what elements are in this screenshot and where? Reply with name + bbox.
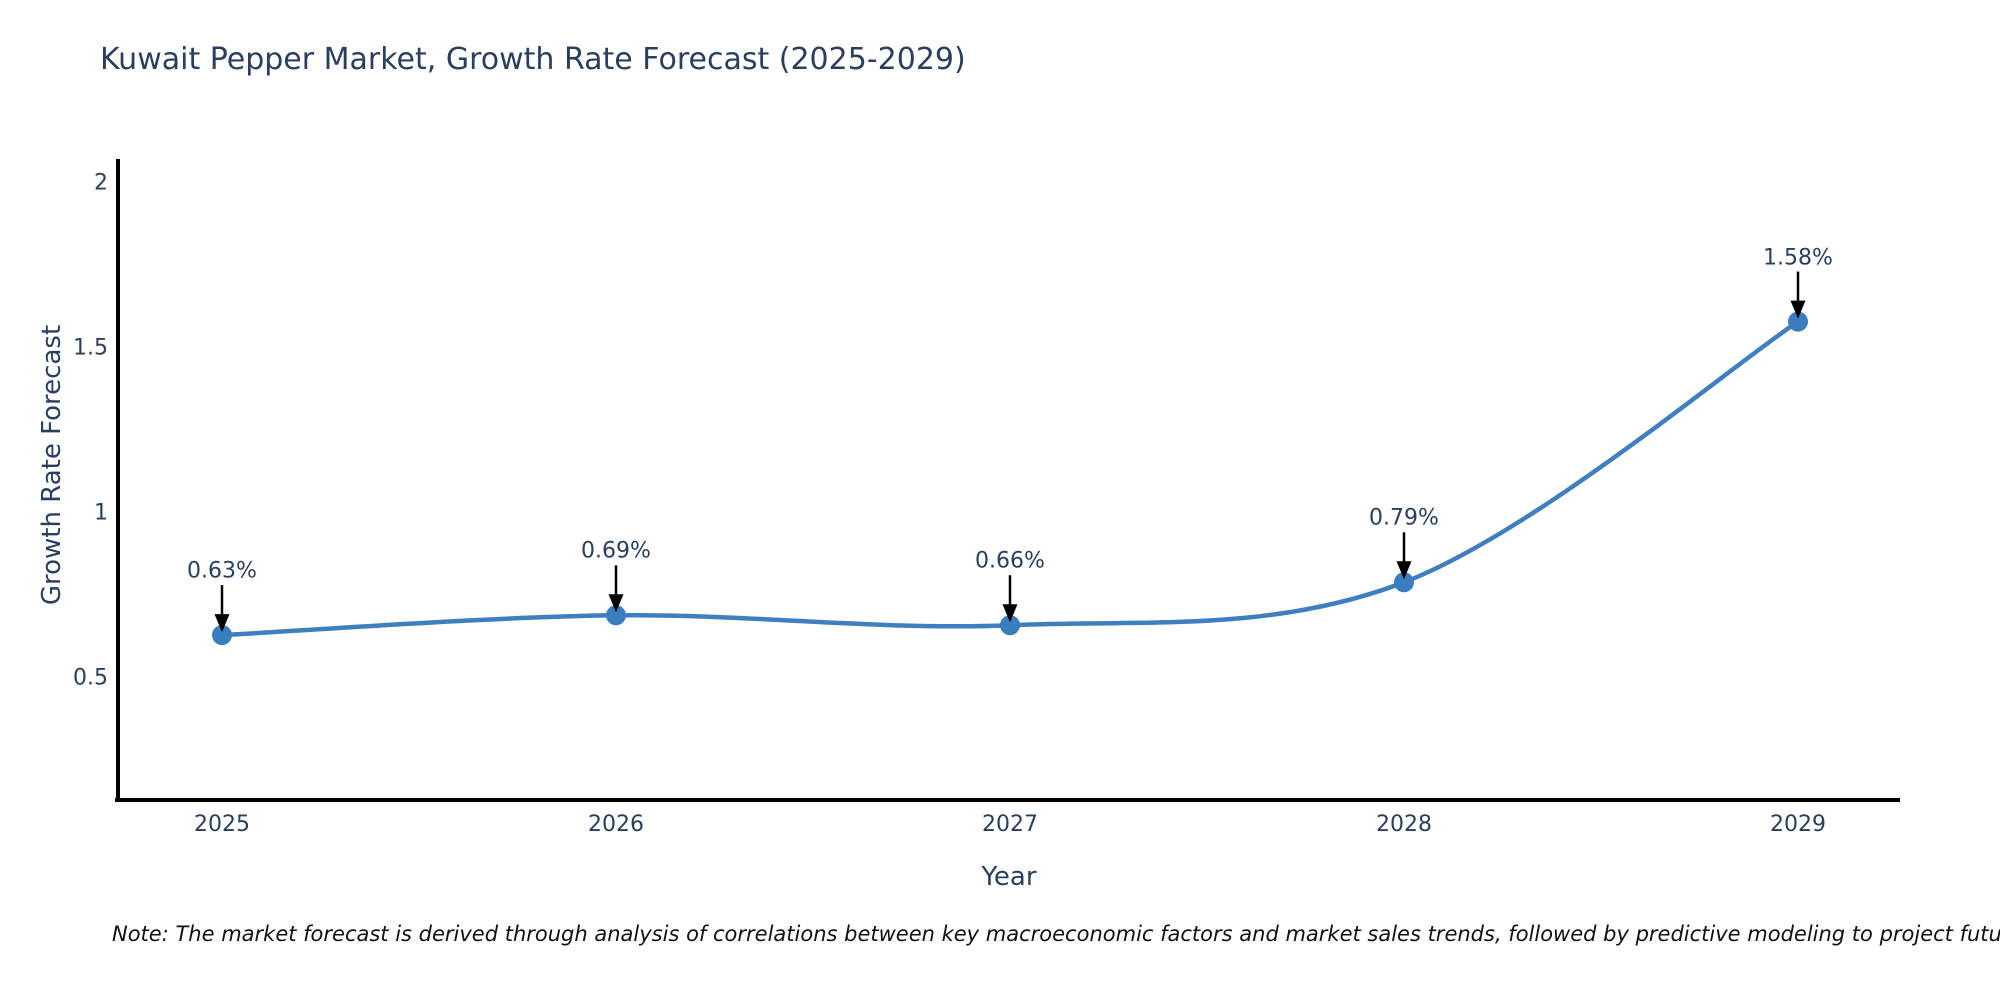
data-point-marker (606, 605, 626, 626)
footnote: Note: The market forecast is derived thr… (112, 922, 2000, 946)
y-tick-label: 2 (94, 170, 108, 196)
y-tick-label: 0.5 (73, 665, 108, 691)
data-point-marker (1788, 311, 1808, 332)
annotation-arrow-head (1002, 604, 1018, 623)
annotation-arrow-head (1396, 561, 1412, 580)
annotation-arrow-head (608, 594, 624, 613)
x-tick-label: 2028 (1376, 812, 1432, 837)
point-value-annotation: 1.58% (1763, 245, 1833, 271)
data-point-marker (212, 625, 232, 646)
x-tick-label: 2026 (588, 812, 644, 837)
y-tick-label: 1 (94, 500, 108, 526)
annotation-arrow-head (214, 614, 230, 633)
annotation-arrow-head (1790, 300, 1806, 319)
point-value-annotation: 0.63% (187, 558, 257, 584)
y-tick-label: 1.5 (73, 335, 108, 361)
point-value-annotation: 0.69% (581, 538, 651, 564)
point-value-annotation: 0.66% (975, 548, 1045, 574)
data-point-marker (1394, 572, 1414, 593)
chart-title: Kuwait Pepper Market, Growth Rate Foreca… (100, 42, 966, 77)
x-axis-title: Year (981, 862, 1037, 892)
data-point-marker (1000, 615, 1020, 636)
x-tick-label: 2027 (982, 812, 1038, 837)
x-tick-label: 2029 (1770, 812, 1826, 837)
x-tick-label: 2025 (194, 812, 250, 837)
point-value-annotation: 0.79% (1369, 505, 1439, 531)
